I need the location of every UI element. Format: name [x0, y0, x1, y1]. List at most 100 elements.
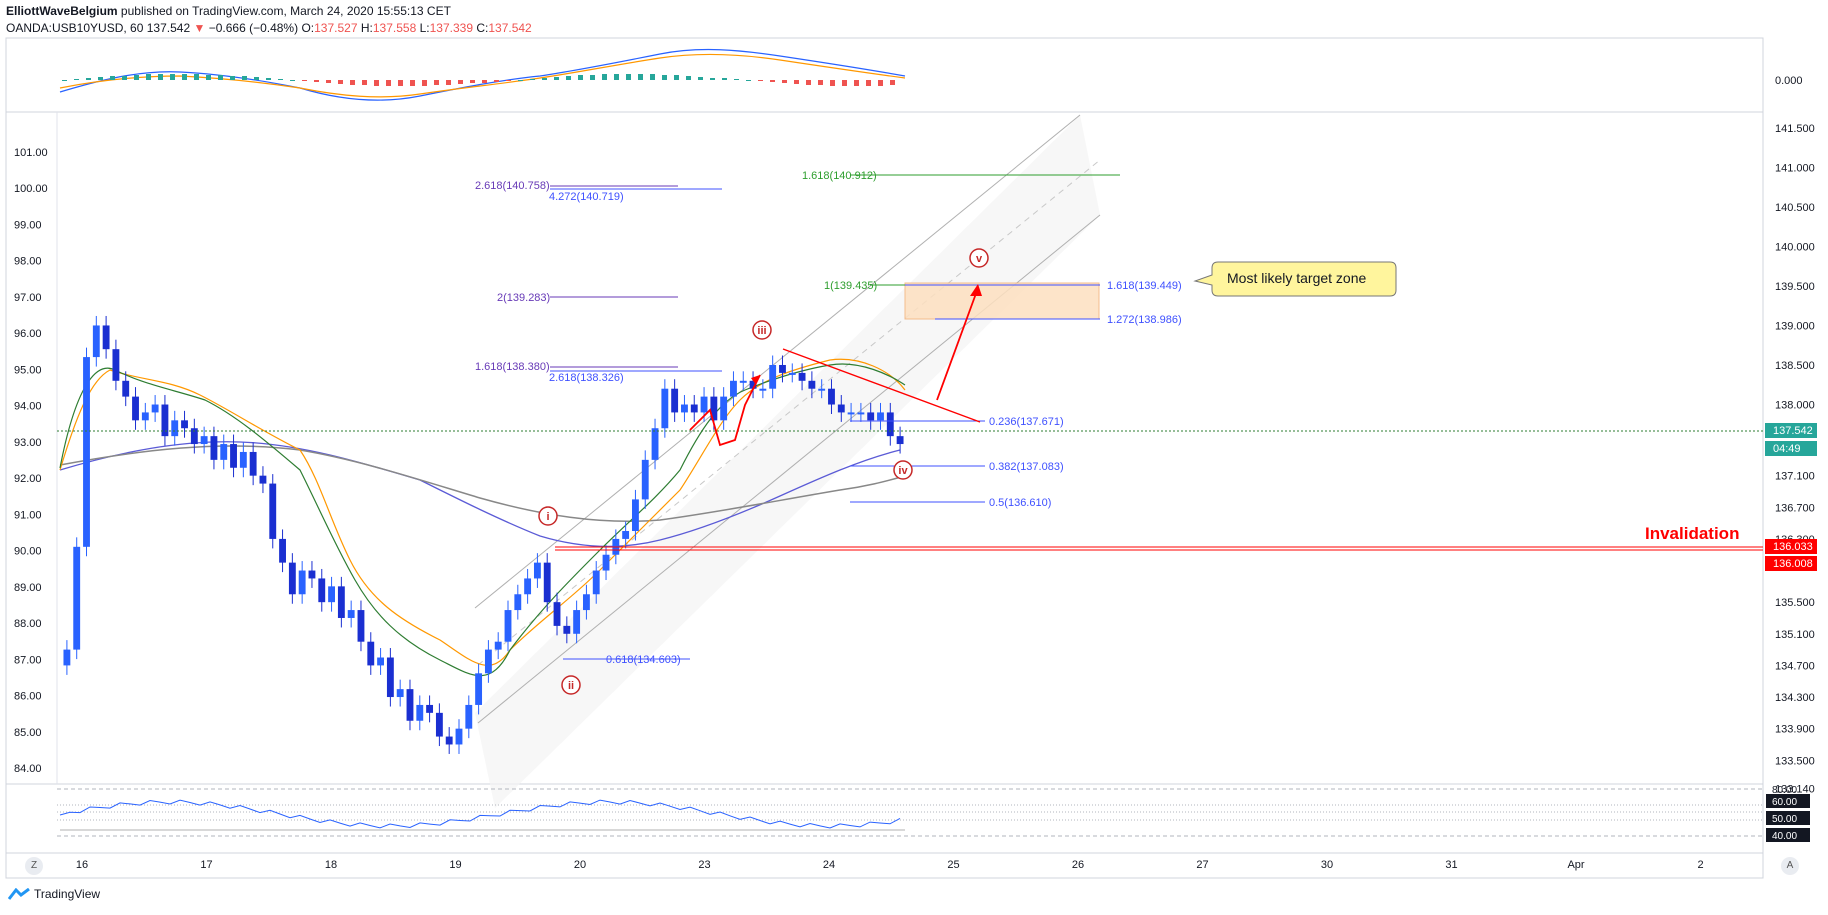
candle-body — [573, 610, 581, 634]
candle-body — [877, 412, 884, 421]
price-badge — [1765, 556, 1817, 571]
left-axis-tick: 96.00 — [14, 328, 42, 340]
price-candles[interactable] — [63, 315, 904, 754]
left-axis-tick: 87.00 — [14, 654, 42, 666]
candle-body — [210, 436, 218, 460]
last-price: 137.542 — [146, 21, 191, 35]
open-value: 137.527 — [314, 21, 358, 35]
left-axis-tick: 90.00 — [14, 546, 42, 558]
macd-bar — [470, 80, 475, 83]
candle-body — [886, 412, 894, 437]
macd-bar — [554, 77, 559, 80]
left-axis-tick: 94.00 — [14, 401, 42, 413]
auto-scale-button[interactable]: A — [1781, 857, 1799, 875]
macd-bar — [458, 80, 463, 84]
candle-body — [769, 364, 777, 389]
candle-body — [288, 562, 296, 595]
macd-bar — [662, 75, 667, 80]
candle-body — [445, 736, 453, 745]
target-zone-box[interactable] — [904, 282, 1100, 320]
change-arrow-icon: ▼ — [193, 21, 206, 35]
target-callout-text: Most likely target zone — [1227, 270, 1366, 286]
wave-circle — [561, 675, 581, 695]
candle-body — [151, 404, 159, 413]
close-label: C: — [476, 21, 489, 35]
time-axis[interactable]: 16 17 18 19 20 23 24 25 26 27 30 31 Apr 2 — [76, 859, 1704, 871]
wave-annotations[interactable] — [689, 284, 982, 447]
candle-body — [122, 380, 130, 397]
left-axis-tick: 97.00 — [14, 292, 42, 304]
candle-body — [641, 459, 649, 500]
candle-body — [308, 570, 316, 579]
macd-bar — [242, 76, 247, 80]
candle-body — [92, 325, 100, 358]
right-axis-tick: 134.300 — [1775, 692, 1815, 704]
high-label: H: — [360, 21, 373, 35]
candle-body — [504, 610, 512, 642]
right-axis-tick: 134.700 — [1775, 660, 1815, 672]
symbol-label[interactable]: OANDA:USB10YUSD, 60 — [6, 21, 144, 35]
macd-bar — [62, 80, 67, 81]
candle-body — [406, 689, 414, 721]
macd-bar — [590, 75, 595, 80]
right-price-axis[interactable]: 141.500 141.000 140.500 140.000 139.500 139.0… — [1775, 123, 1815, 796]
left-axis-tick: 100.00 — [14, 183, 48, 195]
candle-body — [377, 657, 385, 666]
fib-label: 1.272(138.986) — [1107, 314, 1182, 326]
macd-bar — [338, 80, 343, 84]
high-value: 137.558 — [372, 21, 417, 35]
candle-body — [386, 657, 394, 698]
macd-bar — [302, 80, 307, 81]
candle-body — [533, 562, 541, 579]
fib-label: 0.618(134.603) — [606, 654, 681, 666]
macd-bar — [518, 80, 523, 81]
tradingview-brand[interactable]: TradingView — [8, 887, 100, 901]
time-axis-tick: 24 — [823, 859, 835, 871]
candle-body — [828, 388, 835, 405]
fib-label: 4.272(140.719) — [549, 191, 624, 203]
macd-bar — [566, 76, 571, 80]
rsi-level-label: 60.00 — [1772, 797, 1797, 808]
macd-bar — [506, 80, 511, 81]
author-name[interactable]: ElliottWaveBelgium — [6, 4, 118, 18]
ohlc-legend: OANDA:USB10YUSD, 60 137.542 ▼ −0.666 (−0… — [6, 21, 532, 35]
candle-body — [661, 388, 669, 429]
left-axis-tick: 99.00 — [14, 219, 42, 231]
fib-labels: 2.618(140.758) 4.272(140.719) 1.618(140.… — [475, 170, 1182, 666]
right-axis-tick: 138.000 — [1775, 400, 1815, 412]
time-axis-tick: 20 — [574, 859, 586, 871]
candle-body — [514, 594, 522, 611]
candle-body — [602, 554, 610, 571]
fib-lines[interactable] — [550, 174, 1120, 660]
price-badge-label: 04:49 — [1773, 443, 1801, 455]
target-callout[interactable]: Most likely target zone — [1193, 261, 1397, 297]
price-badge-label: 136.033 — [1773, 541, 1813, 553]
macd-bar — [86, 78, 91, 80]
left-axis-tick: 101.00 — [14, 147, 48, 159]
candle-body — [798, 372, 806, 381]
candle-body — [347, 610, 355, 618]
left-axis-tick: 91.00 — [14, 509, 42, 521]
macd-bar — [530, 79, 535, 80]
candle-body — [171, 420, 179, 437]
macd-zero-label: 0.000 — [1775, 75, 1803, 87]
macd-bar — [218, 75, 223, 80]
close-value: 137.542 — [488, 21, 532, 35]
chart-frame — [5, 37, 1764, 879]
change-value: −0.666 (−0.48%) — [208, 21, 299, 35]
candle-body — [779, 364, 786, 373]
candle-body — [759, 388, 767, 391]
candle-body — [553, 602, 561, 626]
candle-body — [249, 451, 257, 476]
macd-bar — [686, 76, 691, 80]
left-axis-tick: 84.00 — [14, 763, 42, 775]
macd-bar — [746, 80, 751, 81]
fib-label: 2.618(140.758) — [475, 180, 550, 192]
right-axis-tick: 135.100 — [1775, 629, 1815, 641]
macd-bar — [230, 76, 235, 80]
candle-body — [524, 578, 532, 595]
zoom-button[interactable]: Z — [25, 857, 43, 875]
wave-circle — [893, 460, 913, 480]
